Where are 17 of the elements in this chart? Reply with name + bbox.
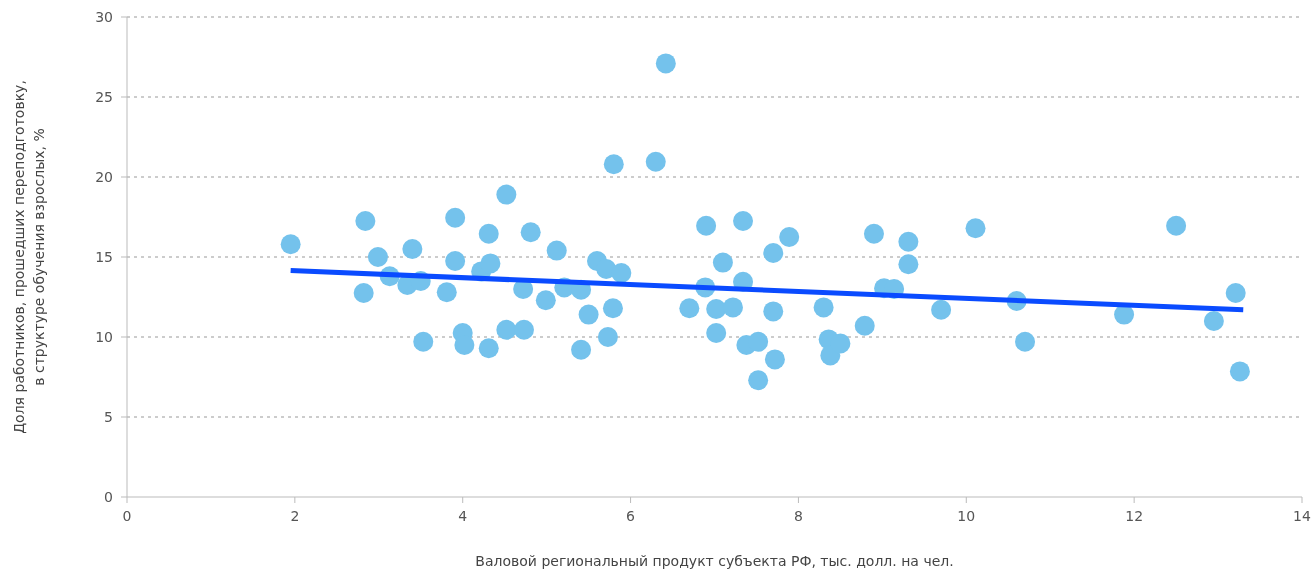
y-tick-label: 5 <box>104 408 113 425</box>
y-tick-label: 15 <box>95 248 113 265</box>
x-tick-label: 10 <box>957 508 976 524</box>
y-tick-label: 0 <box>104 488 113 505</box>
x-tick-label: 14 <box>1293 508 1311 524</box>
y-tick-label: 30 <box>95 8 113 25</box>
x-axis-title: Валовой региональный продукт субъекта РФ, тыс. долл. на чел. <box>475 553 954 569</box>
y-tick-label: 10 <box>95 328 113 345</box>
x-tick-label: 12 <box>1125 508 1144 524</box>
x-tick-label: 6 <box>626 508 636 524</box>
y-axis-title: Доля работников, прошедших переподготовку, в структуре обучения взрослых, % <box>11 80 47 434</box>
x-tick-label: 0 <box>122 508 132 524</box>
x-tick-label: 4 <box>458 508 468 524</box>
y-tick-label: 25 <box>95 88 113 105</box>
y-tick-label: 20 <box>95 168 113 185</box>
x-tick-label: 8 <box>793 508 803 524</box>
x-tick-label: 2 <box>290 508 300 524</box>
